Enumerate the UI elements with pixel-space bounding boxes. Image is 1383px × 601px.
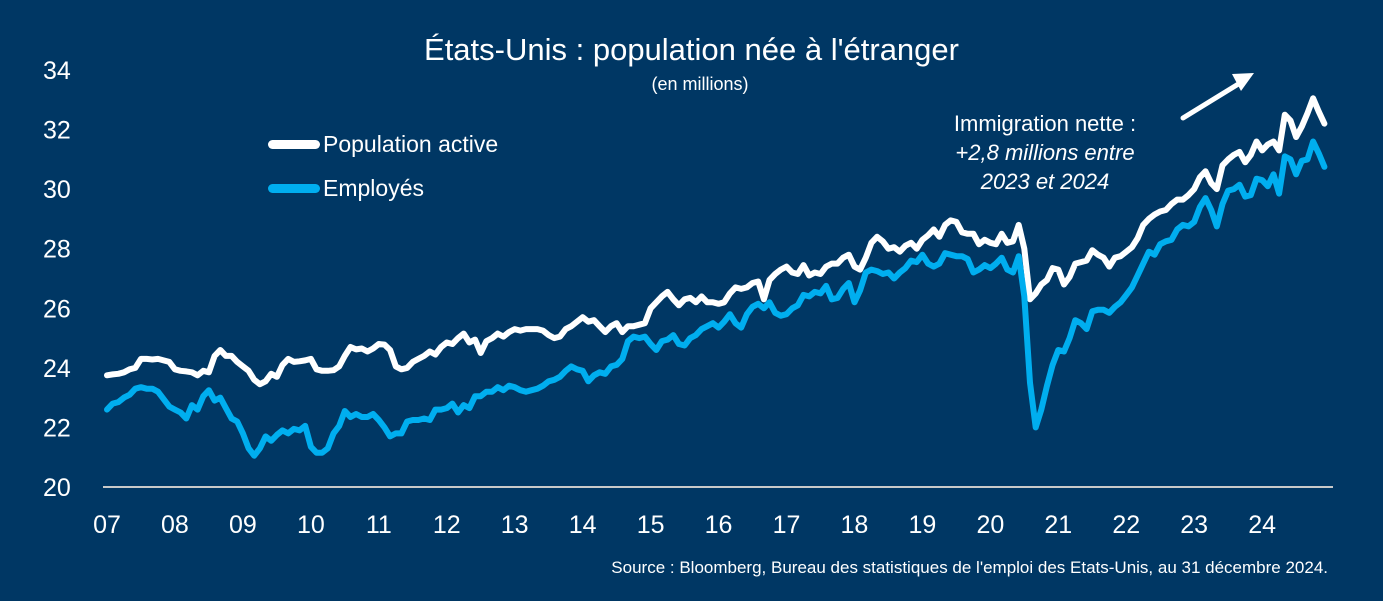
y-tick-label: 26 [43, 295, 71, 323]
legend-label: Employés [323, 175, 424, 201]
x-tick-label: 07 [93, 511, 121, 539]
legend-item-employes: Employés [268, 175, 424, 202]
chart-title: États-Unis : population née à l'étranger [424, 32, 959, 67]
x-tick-label: 11 [366, 511, 392, 539]
legend-swatch-white [268, 140, 320, 149]
y-tick-label: 24 [43, 355, 71, 383]
x-tick-label: 20 [976, 511, 1004, 539]
x-tick-label: 22 [1112, 511, 1140, 539]
immigration-annotation: Immigration nette : +2,8 millions entre … [920, 109, 1170, 196]
x-tick-label: 18 [841, 511, 869, 539]
x-tick-label: 08 [161, 511, 189, 539]
annotation-line-3: 2023 et 2024 [980, 169, 1110, 194]
chart-subtitle: (en millions) [651, 74, 749, 94]
y-axis-ticks: 20 22 24 26 28 30 32 34 [43, 57, 71, 502]
trend-arrow-icon [1180, 73, 1254, 121]
x-tick-label: 15 [637, 511, 665, 539]
legend-label: Population active [323, 131, 499, 157]
y-tick-label: 28 [43, 236, 71, 264]
legend-swatch-blue [268, 184, 320, 193]
x-tick-label: 14 [569, 511, 597, 539]
x-tick-label: 19 [908, 511, 936, 539]
series-line-population-active [104, 95, 1328, 388]
annotation-line-2: +2,8 millions entre [955, 140, 1135, 165]
x-tick-label: 21 [1044, 511, 1072, 539]
y-tick-label: 30 [43, 176, 71, 204]
source-note: Source : Bloomberg, Bureau des statistiq… [611, 558, 1328, 577]
series-lines [104, 95, 1328, 459]
x-tick-label: 09 [229, 511, 257, 539]
series-line-employes [104, 138, 1328, 459]
y-tick-label: 22 [43, 414, 71, 442]
x-tick-label: 17 [773, 511, 801, 539]
x-axis-ticks: 07 08 09 10 11 12 13 14 15 16 17 18 19 20 21 22 23 24 [93, 511, 1276, 539]
x-tick-label: 10 [297, 511, 325, 539]
x-tick-label: 24 [1248, 511, 1276, 539]
x-tick-label: 16 [705, 511, 733, 539]
legend-item-population-active: Population active [268, 131, 498, 158]
y-tick-label: 20 [43, 474, 71, 502]
y-tick-label: 32 [43, 117, 71, 145]
y-tick-label: 34 [43, 57, 71, 85]
annotation-line-1: Immigration nette : [953, 111, 1137, 136]
x-tick-label: 23 [1180, 511, 1208, 539]
x-tick-label: 13 [501, 511, 529, 539]
x-tick-label: 12 [433, 511, 461, 539]
